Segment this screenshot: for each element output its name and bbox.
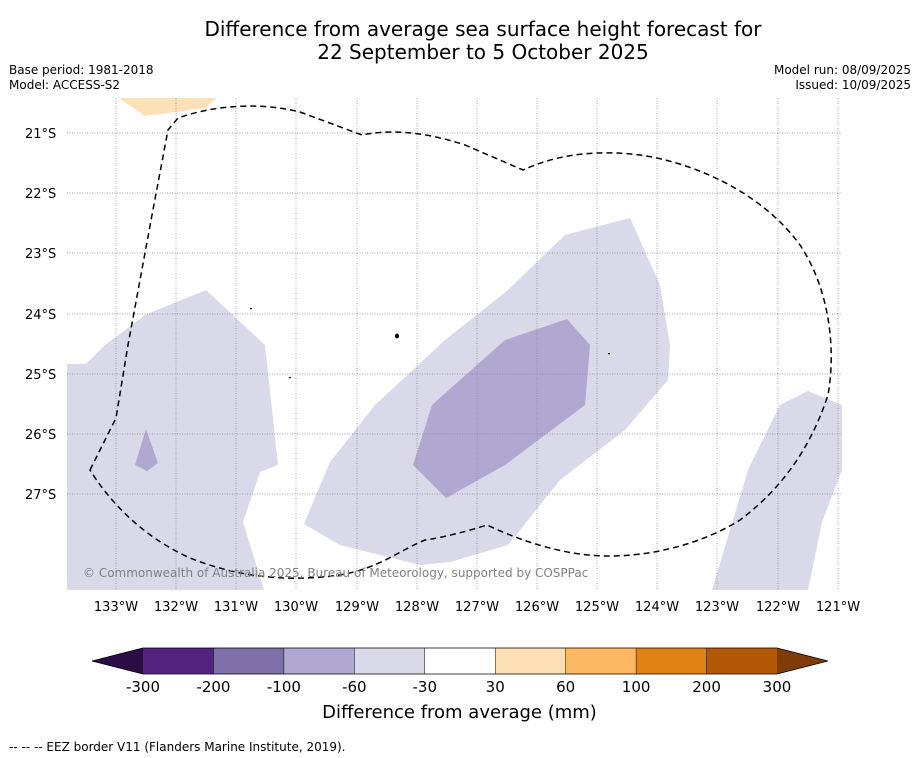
- eez-legend-footer: -- -- -- EEZ border V11 (Flanders Marine…: [9, 740, 346, 754]
- lon-label: 124°W: [635, 600, 679, 615]
- colorbar-tick-label: -60: [342, 678, 367, 696]
- colorbar-title: Difference from average (mm): [322, 702, 597, 723]
- lon-labels: 133°W 132°W 131°W 130°W 129°W 128°W 127°…: [94, 600, 860, 615]
- colorbar-segment: [283, 648, 355, 674]
- map-title: Difference from average sea surface heig…: [0, 18, 919, 64]
- colorbar-tick-label: -200: [196, 678, 230, 696]
- colorbar-segment: [495, 648, 566, 674]
- colorbar-segment: [636, 648, 707, 674]
- title-line-1: Difference from average sea surface heig…: [204, 17, 762, 41]
- lon-label: 123°W: [695, 600, 739, 615]
- base-period: Base period: 1981-2018: [9, 63, 154, 77]
- colorbar-tick-label: 60: [556, 678, 575, 696]
- island-3: [289, 377, 291, 379]
- lon-label: 128°W: [395, 600, 439, 615]
- lon-label: 126°W: [515, 600, 559, 615]
- lon-label: 127°W: [455, 600, 499, 615]
- lon-label: 121°W: [816, 600, 860, 615]
- colorbar-tick-label: 200: [692, 678, 721, 696]
- lat-label: 24°S: [25, 308, 56, 323]
- lon-label: 125°W: [575, 600, 619, 615]
- lon-label: 132°W: [154, 600, 198, 615]
- colorbar-segment: [143, 648, 214, 674]
- gridlines: [67, 98, 842, 590]
- colorbar-tick-labels: -300 -200 -100 -60 -30 30 60 100 200 300: [126, 678, 791, 696]
- colorbar-segment: [424, 648, 496, 674]
- lat-label: 22°S: [25, 187, 56, 202]
- eez-border: [89, 105, 832, 579]
- colorbar-extend-high: [777, 648, 828, 674]
- lat-label: 26°S: [25, 428, 56, 443]
- colorbar-segment: [354, 648, 426, 674]
- lon-label: 122°W: [756, 600, 800, 615]
- meta-left: Base period: 1981-2018 Model: ACCESS-S2: [9, 63, 154, 93]
- copyright-text: © Commonwealth of Australia 2025, Bureau…: [83, 566, 588, 580]
- lat-label: 25°S: [25, 368, 56, 383]
- contour-negative-30-60-east: [712, 391, 842, 590]
- lon-label: 133°W: [94, 600, 138, 615]
- lat-label: 23°S: [25, 247, 56, 262]
- colorbar-tick-label: 300: [763, 678, 792, 696]
- model-name: Model: ACCESS-S2: [9, 78, 121, 92]
- colorbar-segment: [706, 648, 778, 674]
- colorbar-segment: [565, 648, 637, 674]
- contour-negative-60-100-west: [135, 429, 158, 471]
- colorbar-tick-label: -30: [413, 678, 438, 696]
- colorbar-extend-low: [92, 648, 143, 674]
- colorbar: [91, 647, 829, 675]
- lon-label: 130°W: [274, 600, 318, 615]
- contour-fills: [67, 98, 842, 590]
- lon-label: 129°W: [335, 600, 379, 615]
- island-1: [395, 333, 399, 339]
- colorbar-tick-label: 30: [486, 678, 505, 696]
- lat-label: 27°S: [25, 488, 56, 503]
- issued-date: Issued: 10/09/2025: [795, 78, 911, 92]
- contour-negative-60-100-central: [413, 319, 590, 498]
- island-2: [250, 308, 252, 310]
- colorbar-tick-label: 100: [622, 678, 651, 696]
- contour-negative-30-60-west: [67, 290, 278, 590]
- colorbar-tick-label: -300: [126, 678, 160, 696]
- model-run: Model run: 08/09/2025: [773, 63, 911, 77]
- colorbar-outline: [91, 647, 829, 675]
- colorbar-segment: [213, 648, 285, 674]
- meta-right: Model run: 08/09/2025 Issued: 10/09/2025: [774, 63, 911, 93]
- lon-label: 131°W: [214, 600, 258, 615]
- lat-label: 21°S: [25, 127, 56, 142]
- title-line-2: 22 September to 5 October 2025: [317, 40, 649, 64]
- islands: [250, 308, 610, 379]
- lat-labels: 21°S 22°S 23°S 24°S 25°S 26°S 27°S: [25, 127, 56, 503]
- colorbar-tick-label: -100: [267, 678, 301, 696]
- contour-positive-30-60: [119, 98, 217, 116]
- island-4: [608, 353, 610, 355]
